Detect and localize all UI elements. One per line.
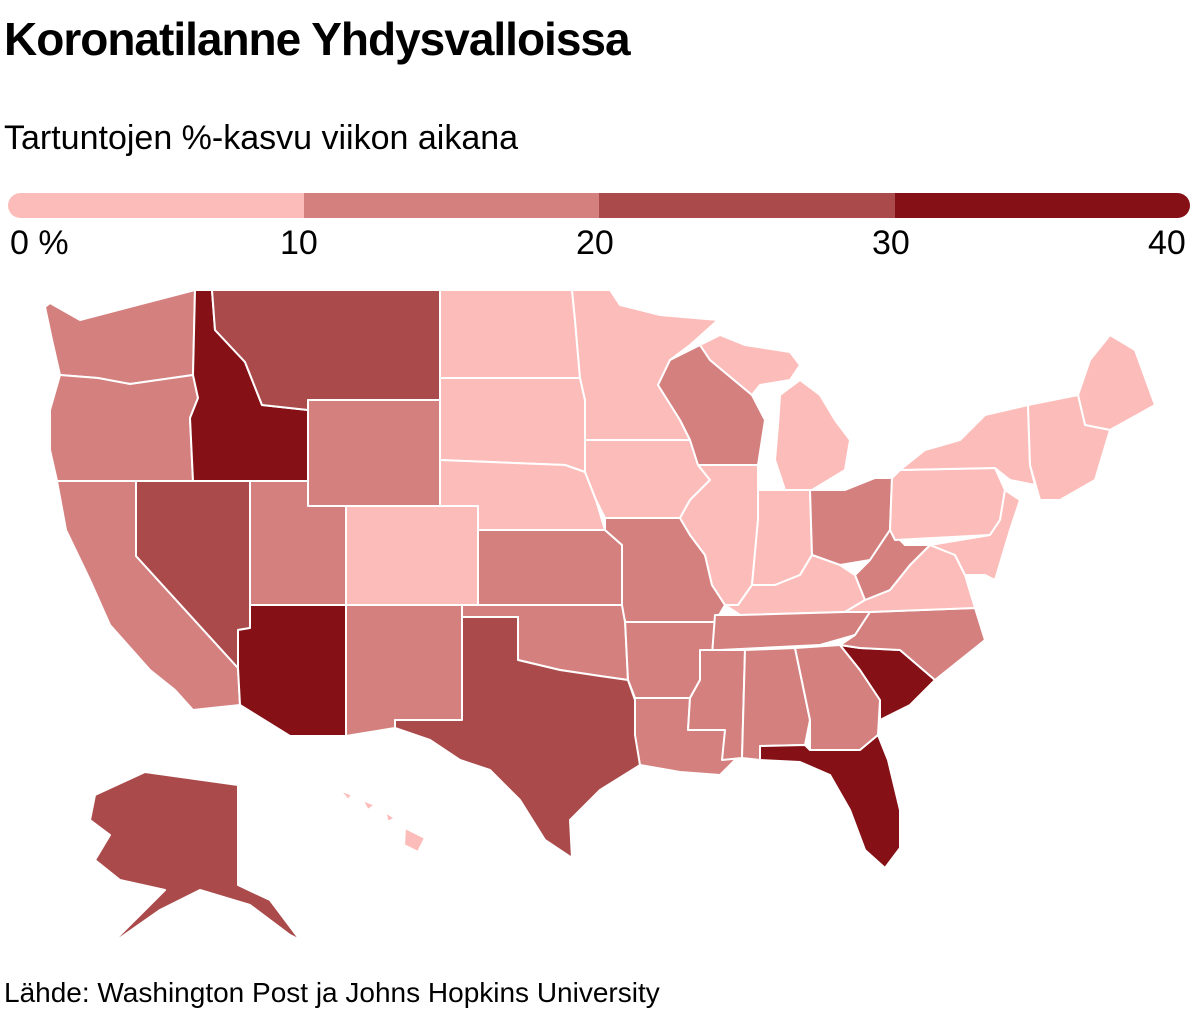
us-choropleth-map xyxy=(44,289,1156,946)
legend-segment-0 xyxy=(8,193,304,218)
state-SD[interactable] xyxy=(439,377,586,473)
state-WY[interactable] xyxy=(307,399,441,507)
state-FL[interactable] xyxy=(759,734,901,869)
chart-subtitle: Tartuntojen %-kasvu viikon aikana xyxy=(4,119,519,157)
legend-segment-1 xyxy=(303,193,599,218)
state-KS[interactable] xyxy=(477,529,623,606)
state-HI[interactable] xyxy=(339,789,426,853)
state-PA[interactable] xyxy=(889,467,1006,541)
legend-segment-3 xyxy=(894,193,1190,218)
state-WA[interactable] xyxy=(44,289,196,385)
state-NE-small[interactable] xyxy=(1027,394,1111,501)
legend-tick-30: 30 xyxy=(872,224,910,262)
legend-tick-40: 40 xyxy=(1148,224,1186,262)
state-ND[interactable] xyxy=(439,289,581,379)
color-legend xyxy=(8,193,1190,218)
source-note: Lähde: Washington Post ja Johns Hopkins … xyxy=(4,977,660,1008)
state-AK[interactable] xyxy=(89,771,301,946)
legend-tick-0: 0 % xyxy=(10,224,69,262)
state-MI[interactable] xyxy=(699,334,851,491)
state-TX[interactable] xyxy=(394,616,641,859)
legend-tick-10: 10 xyxy=(280,224,318,262)
state-AZ[interactable] xyxy=(237,604,347,737)
state-NM[interactable] xyxy=(345,604,463,737)
state-CO[interactable] xyxy=(345,505,479,606)
state-mid-atlantic[interactable] xyxy=(929,489,1021,581)
legend-tick-20: 20 xyxy=(576,224,614,262)
chart-title: Koronatilanne Yhdysvalloissa xyxy=(4,13,631,65)
state-OR[interactable] xyxy=(49,374,199,482)
state-ME[interactable] xyxy=(1077,334,1156,431)
legend-segment-2 xyxy=(599,193,895,218)
